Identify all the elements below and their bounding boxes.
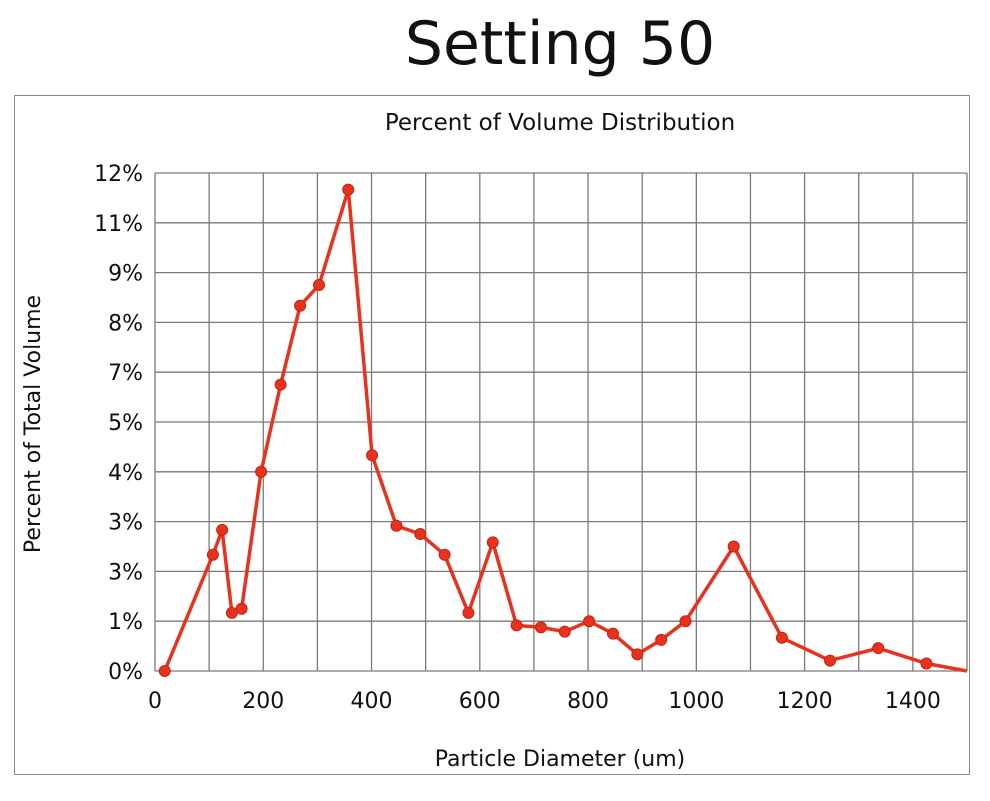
data-point <box>606 627 619 640</box>
data-point <box>158 665 171 677</box>
x-tick-label: 800 <box>567 689 609 714</box>
data-point <box>366 449 379 462</box>
series-line <box>163 187 968 673</box>
x-tick-label: 1400 <box>885 689 941 714</box>
data-point <box>679 615 692 628</box>
y-tick-label: 11% <box>94 212 143 237</box>
y-tick-label: 3% <box>108 511 143 536</box>
data-point <box>438 548 451 561</box>
x-tick-label: 400 <box>351 689 393 714</box>
x-tick-label: 1000 <box>668 689 724 714</box>
data-point <box>235 602 248 615</box>
data-point <box>655 633 668 646</box>
data-point <box>727 540 740 553</box>
y-tick-label: 7% <box>108 361 143 386</box>
chart-frame <box>14 95 970 775</box>
data-point <box>583 615 596 628</box>
y-tick-label: 4% <box>108 461 143 486</box>
x-tick-label: 0 <box>148 689 162 714</box>
data-point <box>920 657 933 670</box>
y-axis-title: Percent of Total Volume <box>21 295 46 553</box>
y-tick-label: 0% <box>108 660 143 685</box>
data-point <box>390 519 403 532</box>
y-tick-label: 9% <box>108 262 143 287</box>
data-point <box>342 183 355 196</box>
y-tick-label: 3% <box>108 560 143 585</box>
data-point <box>216 523 229 536</box>
grid <box>154 172 968 672</box>
data-point <box>872 642 885 655</box>
data-point <box>534 621 547 634</box>
data-point <box>414 528 427 541</box>
data-point <box>294 299 307 312</box>
data-point <box>631 648 644 661</box>
x-tick-label: 600 <box>459 689 501 714</box>
data-point <box>510 619 523 632</box>
data-point <box>775 631 788 644</box>
data-point <box>824 654 837 667</box>
data-point <box>206 548 219 561</box>
x-tick-label: 200 <box>242 689 284 714</box>
chart-title: Percent of Volume Distribution <box>385 110 735 136</box>
data-point <box>313 279 326 292</box>
series-layer <box>158 183 968 677</box>
data-point <box>274 378 287 391</box>
data-point <box>558 625 571 638</box>
x-tick-label: 1200 <box>777 689 833 714</box>
y-tick-label: 5% <box>108 411 143 436</box>
y-tick-label: 12% <box>94 162 143 187</box>
y-tick-label: 1% <box>108 610 143 635</box>
page-title: Setting 50 <box>404 9 716 79</box>
y-tick-label: 8% <box>108 311 143 336</box>
data-point <box>255 465 268 478</box>
data-point <box>462 606 475 619</box>
tick-labels: 0% 1% 3% 3% 4% 5% 7% 8% 9% 11% 12% 0 200 400 600 800 100… <box>94 162 941 714</box>
data-point <box>486 536 499 549</box>
x-axis-title: Particle Diameter (um) <box>435 747 686 772</box>
